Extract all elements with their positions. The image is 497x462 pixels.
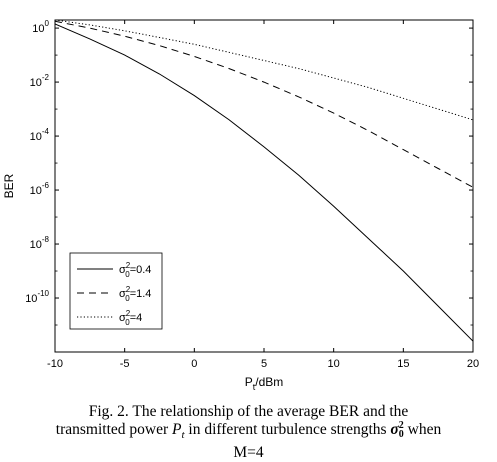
x-tick-label: 5 — [261, 358, 267, 370]
x-axis-ticks: -10 -5 0 5 10 15 20 — [47, 20, 479, 370]
caption-text-c: when — [403, 421, 442, 438]
series-line-2 — [55, 20, 473, 188]
x-axis-label-main: P — [245, 375, 253, 389]
x-axis-label-unit: /dBm — [255, 375, 283, 389]
y-axis-ticks: 100 10-2 10-4 10-6 10-8 10-10 — [25, 19, 473, 353]
caption-sigma: σ — [390, 421, 399, 438]
series-line-1 — [55, 23, 473, 342]
legend-label-2: σ2 0=1.4 — [119, 285, 151, 303]
caption-line-3: M=4 — [233, 444, 264, 462]
legend-label-3: σ2 0=4 — [119, 309, 142, 327]
y-tick-label: 10-4 — [30, 127, 50, 143]
x-tick-label: -10 — [47, 358, 63, 370]
y-tick-label: 100 — [32, 19, 49, 35]
x-tick-label: -5 — [120, 358, 130, 370]
caption-power-var: P — [172, 421, 182, 438]
caption-power-sub: t — [181, 429, 185, 442]
x-axis-label: Pt/dBm — [245, 375, 284, 392]
x-axis-label-sub: t — [253, 382, 256, 392]
series-layer — [55, 20, 473, 342]
caption-text-b: in different turbulence strengths — [184, 421, 391, 438]
y-tick-label: 10-2 — [30, 73, 50, 89]
caption-sigma-sub: 0 — [398, 429, 404, 441]
legend-box — [69, 252, 163, 330]
legend-label-1: σ2 0=0.4 — [119, 261, 151, 279]
x-tick-label: 10 — [328, 358, 340, 370]
y-tick-label: 10-8 — [30, 235, 50, 251]
ber-chart: -10 -5 0 5 10 15 20 100 10-2 10-4 10-6 10-8 10-10 B… — [2, 19, 479, 392]
x-tick-label: 0 — [191, 358, 197, 370]
caption-line-1: Fig. 2. The relationship of the average … — [88, 403, 409, 420]
y-tick-label: 10-6 — [30, 181, 50, 197]
x-tick-label: 15 — [397, 358, 409, 370]
y-tick-label: 10-10 — [25, 289, 49, 305]
series-line-3 — [55, 20, 473, 121]
caption-line-2: transmitted power Pt in different turbul… — [10, 421, 487, 444]
figure-caption: Fig. 2. The relationship of the average … — [10, 403, 487, 462]
y-axis-label: BER — [2, 173, 16, 198]
legend: σ2 0=0.4 σ2 0=1.4 σ2 0=4 — [69, 252, 163, 330]
x-tick-label: 20 — [467, 358, 479, 370]
caption-sigma-sup: 2 — [398, 420, 404, 432]
caption-text-a: transmitted power — [55, 421, 172, 438]
